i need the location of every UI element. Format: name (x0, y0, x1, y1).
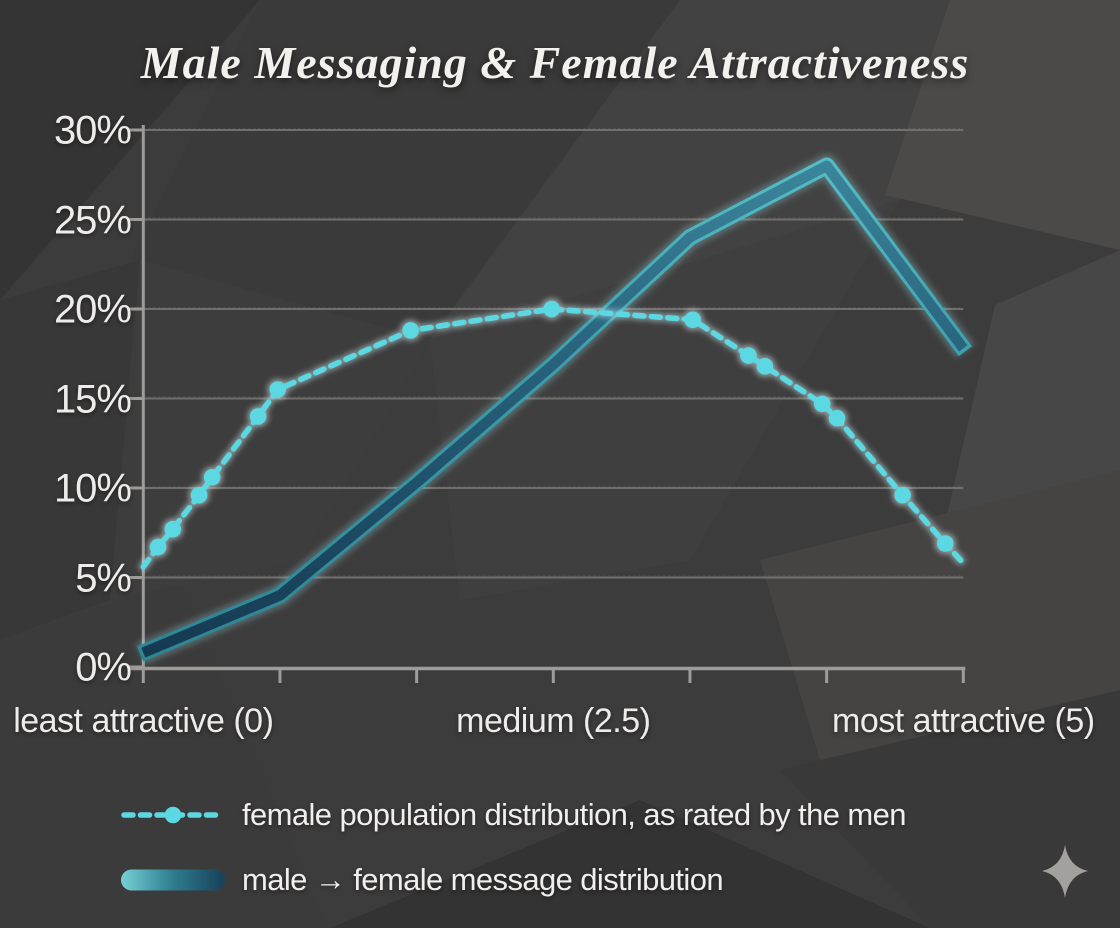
chart-title: Male Messaging & Female Attractiveness (140, 37, 970, 88)
y-axis-tick-label: 0% (75, 645, 132, 690)
data-point-dot (543, 300, 560, 318)
background-facet (110, 260, 430, 600)
legend-ribbon-pill (121, 869, 225, 891)
background-facet (0, 260, 140, 640)
data-point-dot (203, 468, 221, 486)
x-axis-label: medium (2.5) (456, 702, 651, 740)
x-axis-label: most attractive (5) (832, 702, 1095, 740)
data-point-dot (164, 520, 182, 538)
y-axis-tick-label: 30% (53, 108, 132, 153)
y-axis-tick-label: 10% (53, 466, 132, 511)
background-facet (130, 0, 680, 350)
background-facet (780, 690, 1120, 928)
background-facet (430, 200, 900, 600)
message-distribution-ribbon (141, 160, 968, 658)
data-point-dot (828, 409, 846, 427)
legend-label-female-population: female population distribution, as rated… (242, 797, 906, 832)
data-point-dot (684, 311, 701, 329)
legend-item-message-distribution: male → female message distribution (120, 862, 724, 898)
x-axis-label: least attractive (0) (13, 702, 274, 740)
data-point-dot (249, 408, 267, 425)
background-facet (430, 0, 950, 340)
y-axis-tick-label: 20% (53, 287, 132, 332)
legend-marker-dashed-line (121, 806, 225, 824)
background-facet (0, 0, 260, 300)
legend-label-message-distribution: male → female message distribution (242, 862, 724, 897)
data-point-dot (740, 347, 757, 364)
data-point-dot (402, 322, 419, 339)
data-point-dot (190, 486, 208, 504)
y-axis-tick-label: 15% (53, 377, 132, 421)
legend-marker-ribbon-swatch (121, 869, 225, 891)
y-axis-tick-label: 25% (53, 198, 132, 242)
data-point-dot (756, 357, 774, 375)
data-point-dot (269, 381, 287, 398)
legend-marker-dot (164, 806, 182, 824)
background-facet (0, 580, 330, 928)
female-population-line (140, 306, 967, 570)
background-facet (885, 0, 1120, 250)
sparkle-icon (1042, 845, 1088, 898)
legend-item-female-population: female population distribution, as rated… (120, 797, 906, 833)
data-point-dot (936, 535, 954, 552)
dashed-line-glow (138, 298, 968, 572)
data-point-dot (149, 538, 167, 556)
data-point-dot (813, 395, 831, 413)
y-axis-tick-label: 5% (75, 556, 132, 600)
background-facet (760, 470, 1120, 760)
data-point-dot (894, 486, 911, 504)
background-facet (330, 800, 930, 928)
